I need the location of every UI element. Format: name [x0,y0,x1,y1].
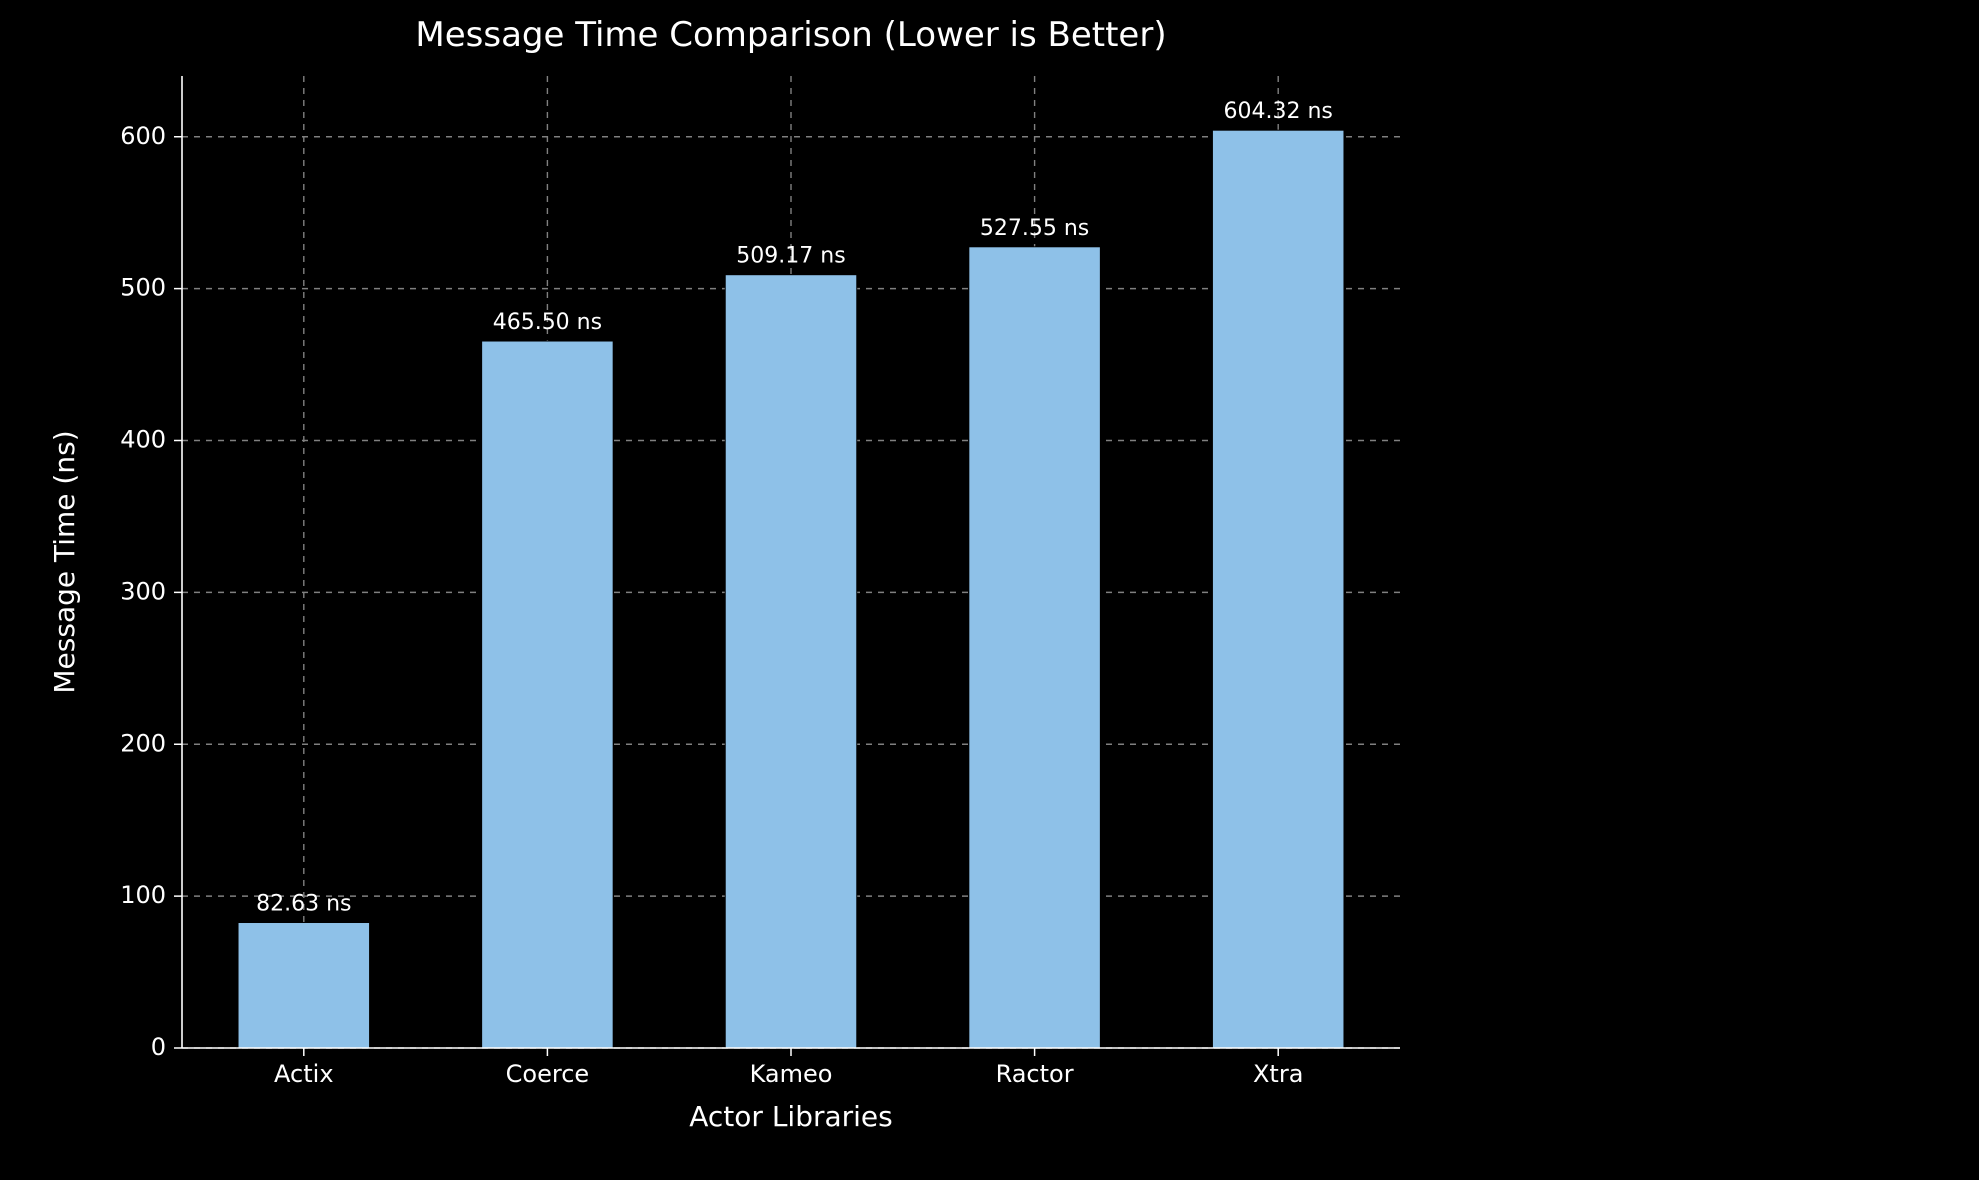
xtick-label: Actix [274,1060,333,1088]
chart-title: Message Time Comparison (Lower is Better… [415,15,1166,55]
xtick-label: Kameo [750,1060,833,1088]
bar-value-label: 509.17 ns [736,244,845,269]
ytick-label: 100 [120,881,166,909]
ytick-label: 0 [151,1033,166,1061]
ytick-label: 500 [120,274,166,302]
xtick-label: Ractor [996,1060,1074,1088]
ytick-label: 200 [120,729,166,757]
bar [725,275,857,1048]
bar-chart: 0 100 200 300 400 500 600 Actix Coerce Kameo Racto… [0,0,1979,1180]
bar [482,341,614,1048]
bar-value-label: 82.63 ns [256,892,351,917]
ytick-label: 300 [120,577,166,605]
bar [238,923,370,1048]
bar-value-label: 604.32 ns [1224,99,1333,124]
x-axis-label: Actor Libraries [689,1100,893,1133]
bar-value-label: 465.50 ns [493,310,602,335]
bar [1212,130,1344,1048]
xtick-label: Xtra [1253,1060,1303,1088]
bar [969,247,1101,1048]
bar-value-label: 527.55 ns [980,216,1089,241]
y-axis-label: Message Time (ns) [48,430,81,693]
xtick-label: Coerce [506,1060,590,1088]
ytick-label: 600 [120,122,166,150]
ytick-label: 400 [120,426,166,454]
chart-container: 0 100 200 300 400 500 600 Actix Coerce Kameo Racto… [0,0,1979,1180]
